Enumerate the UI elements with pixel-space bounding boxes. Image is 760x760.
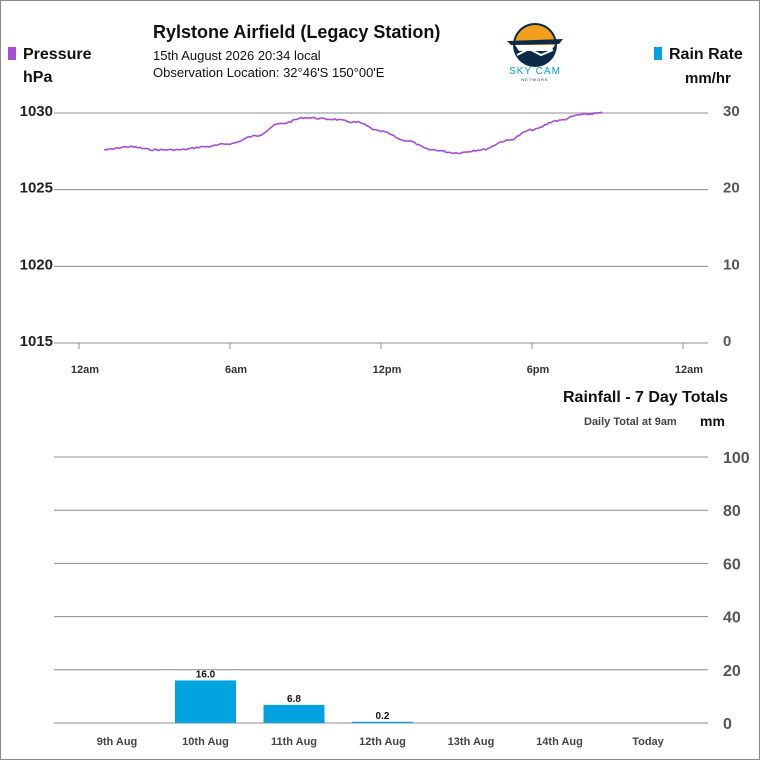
rainfall-category-label: 10th Aug [182,736,229,748]
page-title: Rylstone Airfield (Legacy Station) [153,22,441,42]
rain-rate-y-tick-label: 0 [723,333,731,350]
rainfall-bar [263,704,325,723]
rainfall-category-label: 12th Aug [359,736,406,748]
observation-location: Observation Location: 32°46'S 150°00'E [153,65,385,80]
rainfall-y-tick-label: 40 [723,610,741,627]
rain-rate-y-tick-label: 30 [723,103,740,120]
plane-icon [507,39,563,45]
rain-rate-y-tick-label: 10 [723,256,740,273]
sky-cam-logo: SKY CAM NETWORK [507,23,563,82]
rainfall-category-label: 13th Aug [448,736,495,748]
x-tick-label: 12pm [373,364,402,376]
x-tick-label: 6am [225,364,247,376]
rainfall-chart-subtitle: Daily Total at 9am [584,416,677,428]
rainfall-y-tick-label: 80 [723,503,741,520]
observation-datetime: 15th August 2026 20:34 local [153,48,321,63]
rainfall-bar-value-label: 0.2 [376,711,390,722]
wing-icon [515,45,555,51]
rainfall-bar-value-label: 6.8 [287,694,301,705]
rainfall-chart: 100 80 60 40 20 0 9th Aug 10th Aug 16.0 11th Aug 6… [54,450,750,748]
rainfall-category-label: 9th Aug [97,736,138,748]
rainfall-category-label: Today [632,736,664,748]
pressure-y-tick-label: 1030 [20,103,53,120]
rainfall-y-tick-label: 100 [723,450,750,467]
pressure-legend-swatch [8,47,16,60]
rainfall-y-tick-label: 20 [723,663,741,680]
rainfall-bar-value-label: 16.0 [196,669,216,680]
rainfall-axis-unit: mm [700,413,725,429]
rainfall-chart-title: Rainfall - 7 Day Totals [563,389,729,406]
logo-subtext: NETWORK [521,77,548,82]
pressure-chart: 1030 30 1025 20 1020 10 1015 0 12am 6am 12pm 6pm 12a… [20,103,740,376]
rain-rate-axis-title: Rain Rate [669,46,743,63]
rainfall-bar [352,721,413,723]
pressure-axis-title: Pressure [23,46,92,63]
pressure-y-tick-label: 1020 [20,256,53,273]
rain-rate-axis-unit: mm/hr [685,70,731,87]
mountain-icon [516,47,554,57]
pressure-axis-unit: hPa [23,69,53,86]
rain-rate-legend-swatch [654,47,662,60]
rainfall-category-label: 11th Aug [271,736,317,748]
rainfall-y-tick-label: 60 [723,556,741,573]
rainfall-category-label: 14th Aug [536,736,583,748]
x-tick-label: 12am [71,364,99,376]
rainfall-y-tick-label: 0 [723,716,732,733]
x-tick-label: 12am [675,364,703,376]
rain-rate-y-tick-label: 20 [723,180,740,197]
pressure-y-tick-label: 1015 [20,333,53,350]
pressure-y-tick-label: 1025 [20,180,53,197]
rainfall-bar [175,680,236,723]
logo-text: SKY CAM [509,66,561,77]
pressure-series-line [104,111,603,155]
x-tick-label: 6pm [527,364,550,376]
